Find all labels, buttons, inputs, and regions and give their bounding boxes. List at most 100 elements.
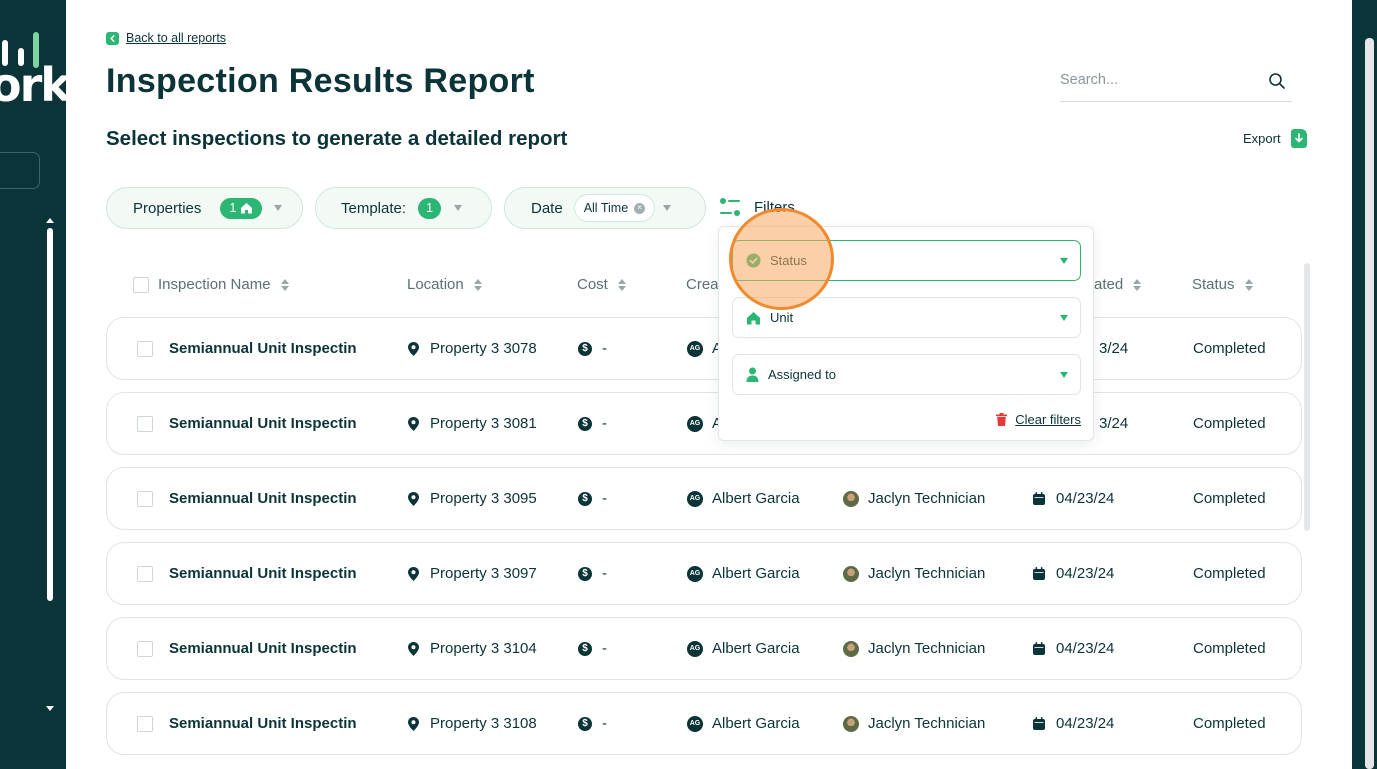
user-icon — [746, 367, 759, 382]
chevron-down-icon — [1060, 258, 1068, 264]
status-text: Completed — [1193, 415, 1266, 432]
assignee-name: Jaclyn Technician — [868, 565, 986, 582]
assignee-avatar — [843, 565, 859, 582]
row-checkbox[interactable] — [137, 565, 153, 582]
creator-name: Albert Garcia — [712, 715, 800, 732]
row-checkbox[interactable] — [137, 415, 153, 432]
column-header-location[interactable]: Location — [407, 276, 482, 293]
table-row[interactable]: Semiannual Unit Inspectin Property 3 309… — [106, 542, 1302, 605]
clear-date-icon[interactable]: × — [634, 202, 646, 214]
sort-icon — [280, 278, 289, 291]
logo-bars-icon — [0, 32, 50, 72]
column-header-date[interactable]: ated — [1094, 276, 1142, 293]
column-header-cost[interactable]: Cost — [577, 276, 626, 293]
template-count-badge: 1 — [418, 197, 442, 219]
sort-icon — [617, 278, 626, 291]
location-text: Property 3 3081 — [430, 415, 537, 432]
trash-icon — [996, 413, 1008, 426]
date-range-chip[interactable]: All Time × — [573, 194, 656, 222]
date-text: 04/23/24 — [1056, 490, 1115, 507]
filters-dropdown: Status Unit Assigned to Clear filters — [718, 226, 1094, 441]
creator-name: Albert Garcia — [712, 490, 800, 507]
status-text: Completed — [1193, 490, 1266, 507]
search-box — [1060, 62, 1292, 102]
check-circle-icon — [746, 253, 761, 268]
back-to-reports-link[interactable]: Back to all reports — [106, 31, 226, 45]
creator-name: A — [712, 340, 723, 357]
location-pin-icon — [408, 341, 419, 356]
inspection-name: Semiannual Unit Inspectin — [169, 340, 357, 357]
inspection-name: Semiannual Unit Inspectin — [169, 715, 357, 732]
location-text: Property 3 3104 — [430, 640, 537, 657]
select-all-checkbox[interactable] — [133, 277, 149, 293]
sidebar-scrollbar[interactable] — [47, 228, 53, 601]
calendar-icon — [1033, 492, 1045, 505]
chevron-down-icon — [663, 205, 672, 211]
filters-label: Filters — [754, 198, 795, 216]
table-row[interactable]: Semiannual Unit Inspectin Property 3 310… — [106, 692, 1302, 755]
status-text: Completed — [1193, 340, 1266, 357]
sidebar-search-field[interactable] — [0, 152, 40, 189]
sort-icon — [1133, 278, 1142, 291]
cost-text: - — [602, 640, 607, 657]
table-scrollbar[interactable] — [1304, 263, 1310, 531]
cost-text: - — [602, 715, 607, 732]
table-row[interactable]: Semiannual Unit Inspectin Property 3 310… — [106, 617, 1302, 680]
row-checkbox[interactable] — [137, 340, 153, 357]
row-checkbox[interactable] — [137, 640, 153, 657]
properties-filter[interactable]: Properties 1 — [106, 187, 303, 229]
location-text: Property 3 3097 — [430, 565, 537, 582]
logo-text: ork — [0, 58, 66, 112]
dollar-icon: $ — [578, 566, 592, 581]
creator-avatar: AG — [687, 565, 703, 582]
scroll-up-icon[interactable] — [46, 218, 54, 223]
assigned-to-filter-select[interactable]: Assigned to — [732, 354, 1081, 395]
date-text: 04/23/24 — [1056, 715, 1115, 732]
search-icon[interactable] — [1268, 72, 1286, 90]
sort-icon — [473, 278, 482, 291]
left-sidebar: ork — [0, 0, 66, 769]
table-row[interactable]: Semiannual Unit Inspectin Property 3 309… — [106, 467, 1302, 530]
column-header-creator[interactable]: Crea — [686, 276, 719, 293]
date-filter[interactable]: Date All Time × — [504, 187, 706, 229]
export-button[interactable]: Export — [1243, 129, 1307, 148]
location-pin-icon — [408, 566, 419, 581]
column-header-inspection-name[interactable]: Inspection Name — [158, 276, 289, 293]
scroll-down-icon[interactable] — [46, 706, 54, 711]
chevron-down-icon — [1060, 372, 1068, 378]
export-download-icon — [1290, 129, 1307, 148]
cost-text: - — [602, 490, 607, 507]
export-label: Export — [1243, 131, 1281, 146]
filters-toggle-button[interactable]: Filters — [719, 197, 795, 217]
status-filter-select[interactable]: Status — [732, 240, 1081, 281]
properties-filter-label: Properties — [133, 199, 202, 217]
clear-filters-link[interactable]: Clear filters — [996, 412, 1081, 427]
assignee-avatar — [843, 490, 859, 507]
table-row[interactable]: Semiannual Unit Inspectin Property 3 307… — [106, 317, 1302, 380]
location-pin-icon — [408, 491, 419, 506]
template-filter[interactable]: Template: 1 — [315, 187, 492, 229]
creator-avatar: AG — [687, 715, 703, 732]
status-filter-label: Status — [770, 253, 807, 268]
location-pin-icon — [408, 716, 419, 731]
cost-text: - — [602, 415, 607, 432]
creator-avatar: AG — [687, 340, 703, 357]
dollar-icon: $ — [578, 341, 592, 356]
row-checkbox[interactable] — [137, 715, 153, 732]
filters-sliders-icon — [720, 198, 740, 216]
status-text: Completed — [1193, 715, 1266, 732]
unit-filter-select[interactable]: Unit — [732, 297, 1081, 338]
page-scrollbar[interactable] — [1365, 38, 1374, 769]
chevron-down-icon — [454, 205, 463, 211]
location-text: Property 3 3095 — [430, 490, 537, 507]
chevron-down-icon — [274, 205, 283, 211]
creator-name: A — [712, 415, 723, 432]
column-header-status[interactable]: Status — [1192, 276, 1253, 293]
sort-icon — [1244, 278, 1253, 291]
chevron-down-icon — [1060, 315, 1068, 321]
search-input[interactable] — [1060, 62, 1250, 98]
date-text: 04/23/24 — [1056, 640, 1115, 657]
row-checkbox[interactable] — [137, 490, 153, 507]
table-row[interactable]: Semiannual Unit Inspectin Property 3 308… — [106, 392, 1302, 455]
creator-name: Albert Garcia — [712, 565, 800, 582]
